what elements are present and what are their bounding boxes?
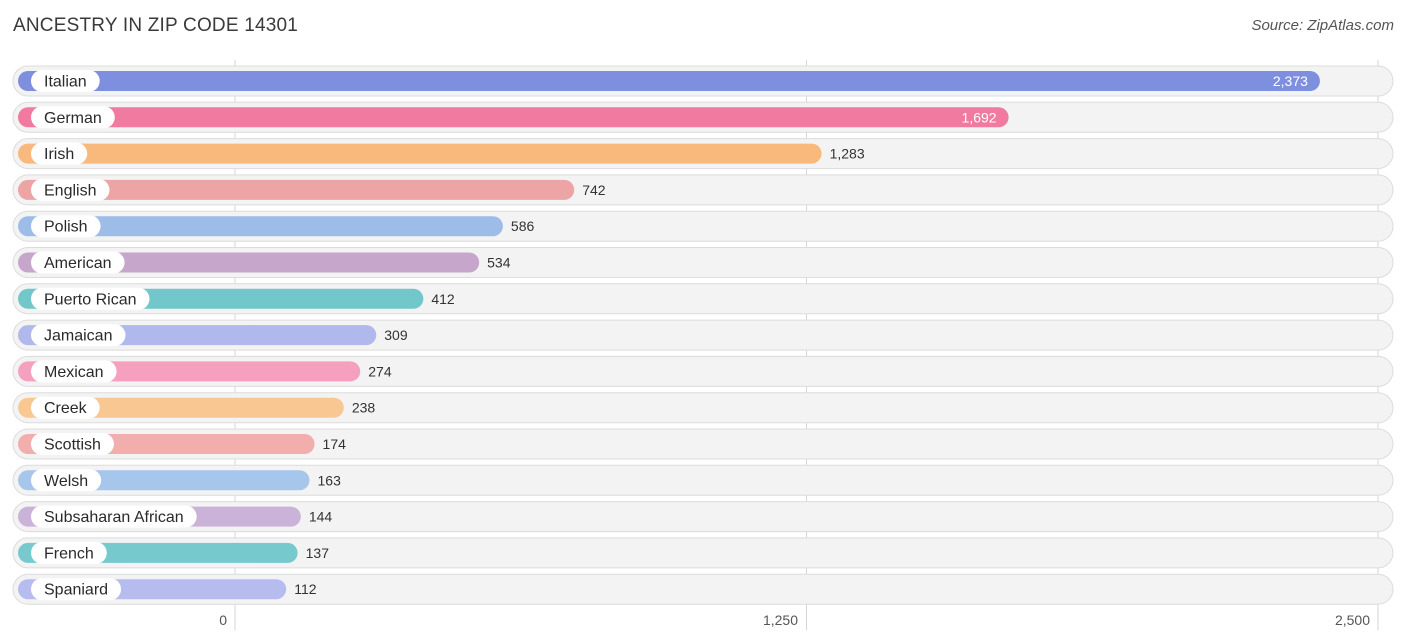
category-label-pill [31, 433, 114, 455]
bar [18, 252, 480, 273]
bar-value-label: 112 [294, 581, 317, 597]
bar-value-label: 144 [309, 509, 333, 525]
bar-value-label: 412 [431, 291, 455, 307]
x-tick-label: 2,500 [1335, 612, 1370, 628]
row-background [12, 355, 1394, 387]
source-credit: Source: ZipAtlas.com [1251, 17, 1394, 34]
bar-rows: Italian 2,373 German 1,692 Irish 1,283 English… [12, 65, 1394, 605]
row-background [12, 501, 1394, 533]
bar-category-label: Irish [44, 146, 74, 163]
category-label-pill [31, 142, 88, 165]
bar-category-label: Subsaharan African [44, 509, 184, 526]
bar-value-label: 163 [318, 472, 342, 488]
bar-category-label: American [44, 255, 112, 272]
bar [18, 143, 822, 164]
bar-category-label: Welsh [44, 473, 88, 490]
bar-category-label: Spaniard [44, 582, 108, 599]
bar [18, 397, 344, 418]
bar-category-label: Mexican [44, 364, 104, 381]
row-background [12, 573, 1394, 605]
row-background [12, 392, 1394, 424]
category-label-pill [31, 541, 107, 564]
category-label-pill [31, 505, 197, 528]
row-background [12, 537, 1394, 569]
bar-value-label: 1,692 [962, 109, 997, 125]
x-tick-label: 0 [219, 612, 227, 628]
row-background [12, 464, 1394, 496]
x-tick-label: 1,250 [763, 612, 798, 628]
category-label-pill [31, 251, 125, 274]
bar-category-label: Scottish [44, 437, 101, 454]
bar-value-label: 137 [306, 545, 330, 561]
bar [18, 179, 575, 200]
category-label-pill [31, 106, 115, 129]
bar [18, 71, 1320, 91]
category-label-pill [31, 469, 102, 492]
bar-value-label: 742 [582, 182, 606, 198]
bar [18, 107, 1009, 128]
row-background [12, 428, 1394, 460]
category-label-pill [31, 215, 101, 238]
bar-value-label: 174 [323, 436, 347, 452]
category-label-pill [31, 396, 100, 419]
category-label-pill [31, 178, 110, 201]
bar-value-label: 586 [511, 218, 535, 234]
category-label-pill [31, 360, 117, 383]
bar-value-label: 534 [487, 255, 511, 271]
category-label-pill [31, 324, 126, 347]
bar-category-label: German [44, 110, 102, 127]
bar-value-label: 309 [384, 327, 408, 343]
chart-title: ANCESTRY IN ZIP CODE 14301 [13, 15, 299, 36]
bar [18, 216, 503, 237]
bar-value-label: 274 [368, 363, 392, 379]
bar-value-label: 238 [352, 400, 376, 416]
bar-category-label: Creek [44, 400, 88, 417]
bar-category-label: Polish [44, 219, 88, 236]
bar-value-label: 2,373 [1273, 73, 1308, 89]
bar-category-label: English [44, 182, 96, 199]
bar-category-label: French [44, 545, 94, 562]
category-label-pill [31, 578, 122, 601]
bar-value-label: 1,283 [830, 146, 865, 162]
category-label-pill [31, 70, 100, 92]
category-label-pill [31, 287, 150, 310]
bar-category-label: Italian [44, 74, 87, 91]
x-axis-ticks: 0 1,250 2,500 [219, 612, 1370, 628]
bar-category-label: Puerto Rican [44, 291, 137, 308]
bar-category-label: Jamaican [44, 328, 112, 345]
